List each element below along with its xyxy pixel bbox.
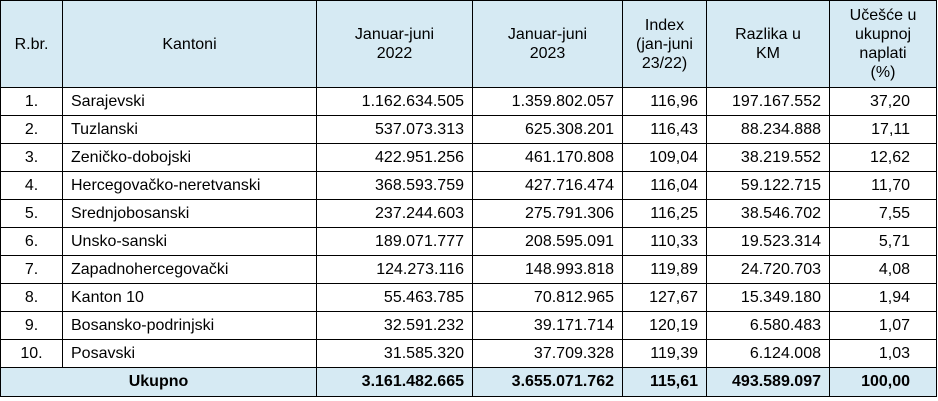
cell-index: 116,43: [622, 115, 707, 144]
cell-index: 120,19: [622, 311, 707, 340]
cell-ucesce: 7,55: [829, 199, 937, 228]
table-row: 7. Zapadnohercegovački 124.273.116 148.9…: [0, 255, 937, 284]
cell-2023: 427.716.474: [472, 171, 623, 200]
cell-index: 116,96: [622, 87, 707, 116]
total-2023: 3.655.071.762: [472, 367, 623, 397]
cell-ucesce: 1,07: [829, 311, 937, 340]
table-row: 5. Srednjobosanski 237.244.603 275.791.3…: [0, 199, 937, 228]
total-ucesce: 100,00: [829, 367, 937, 397]
cell-rbr: 10.: [0, 339, 63, 368]
cell-rbr: 5.: [0, 199, 63, 228]
cell-canton: Unsko-sanski: [62, 227, 317, 256]
table-row: 2. Tuzlanski 537.073.313 625.308.201 116…: [0, 115, 937, 144]
cell-2022: 368.593.759: [316, 171, 473, 200]
table-row: 9. Bosansko-podrinjski 32.591.232 39.171…: [0, 311, 937, 340]
table-row: 4. Hercegovačko-neretvanski 368.593.759 …: [0, 171, 937, 200]
cell-rbr: 4.: [0, 171, 63, 200]
total-row: Ukupno 3.161.482.665 3.655.071.762 115,6…: [0, 367, 937, 397]
cell-index: 127,67: [622, 283, 707, 312]
cell-2022: 537.073.313: [316, 115, 473, 144]
cell-rbr: 1.: [0, 87, 63, 116]
cell-ucesce: 11,70: [829, 171, 937, 200]
table-row: 6. Unsko-sanski 189.071.777 208.595.091 …: [0, 227, 937, 256]
cell-canton: Kanton 10: [62, 283, 317, 312]
cell-2022: 422.951.256: [316, 143, 473, 172]
cell-index: 110,33: [622, 227, 707, 256]
header-jan-2022: Januar-juni 2022: [316, 0, 473, 88]
cell-index: 116,04: [622, 171, 707, 200]
cell-razlika: 197.167.552: [706, 87, 830, 116]
cell-2023: 461.170.808: [472, 143, 623, 172]
cell-rbr: 8.: [0, 283, 63, 312]
header-rbr: R.br.: [0, 0, 63, 88]
cell-razlika: 59.122.715: [706, 171, 830, 200]
header-index: Index (jan-juni 23/22): [622, 0, 707, 88]
table-row: 1. Sarajevski 1.162.634.505 1.359.802.05…: [0, 87, 937, 116]
cell-2023: 70.812.965: [472, 283, 623, 312]
table-row: 3. Zeničko-dobojski 422.951.256 461.170.…: [0, 143, 937, 172]
cell-canton: Zeničko-dobojski: [62, 143, 317, 172]
header-ucesce: Učešće u ukupnoj naplati (%): [829, 0, 937, 88]
table-row: 8. Kanton 10 55.463.785 70.812.965 127,6…: [0, 283, 937, 312]
cell-2022: 31.585.320: [316, 339, 473, 368]
total-label: Ukupno: [0, 367, 317, 397]
cell-ucesce: 1,03: [829, 339, 937, 368]
cell-canton: Sarajevski: [62, 87, 317, 116]
cell-2023: 37.709.328: [472, 339, 623, 368]
cell-razlika: 38.219.552: [706, 143, 830, 172]
cell-2023: 208.595.091: [472, 227, 623, 256]
cell-2022: 237.244.603: [316, 199, 473, 228]
cell-razlika: 38.546.702: [706, 199, 830, 228]
cell-canton: Bosansko-podrinjski: [62, 311, 317, 340]
cell-razlika: 88.234.888: [706, 115, 830, 144]
cell-2022: 189.071.777: [316, 227, 473, 256]
cell-2023: 39.171.714: [472, 311, 623, 340]
cell-razlika: 19.523.314: [706, 227, 830, 256]
cell-ucesce: 37,20: [829, 87, 937, 116]
header-jan-2023: Januar-juni 2023: [472, 0, 623, 88]
cell-canton: Posavski: [62, 339, 317, 368]
cell-2022: 32.591.232: [316, 311, 473, 340]
header-kantoni: Kantoni: [62, 0, 317, 88]
header-razlika: Razlika u KM: [706, 0, 830, 88]
cell-ucesce: 1,94: [829, 283, 937, 312]
cell-rbr: 3.: [0, 143, 63, 172]
cell-razlika: 6.124.008: [706, 339, 830, 368]
cell-razlika: 15.349.180: [706, 283, 830, 312]
cell-razlika: 24.720.703: [706, 255, 830, 284]
cell-ucesce: 12,62: [829, 143, 937, 172]
cell-canton: Srednjobosanski: [62, 199, 317, 228]
cell-2022: 124.273.116: [316, 255, 473, 284]
cell-index: 119,89: [622, 255, 707, 284]
cell-2022: 55.463.785: [316, 283, 473, 312]
total-index: 115,61: [622, 367, 707, 397]
cell-razlika: 6.580.483: [706, 311, 830, 340]
total-razlika: 493.589.097: [706, 367, 830, 397]
cell-2023: 148.993.818: [472, 255, 623, 284]
cell-ucesce: 4,08: [829, 255, 937, 284]
table-row: 10. Posavski 31.585.320 37.709.328 119,3…: [0, 339, 937, 368]
cell-2023: 1.359.802.057: [472, 87, 623, 116]
cell-canton: Hercegovačko-neretvanski: [62, 171, 317, 200]
cell-canton: Zapadnohercegovački: [62, 255, 317, 284]
cell-ucesce: 5,71: [829, 227, 937, 256]
cell-2023: 625.308.201: [472, 115, 623, 144]
cell-rbr: 6.: [0, 227, 63, 256]
cell-index: 119,39: [622, 339, 707, 368]
total-2022: 3.161.482.665: [316, 367, 473, 397]
cell-canton: Tuzlanski: [62, 115, 317, 144]
cell-rbr: 9.: [0, 311, 63, 340]
cell-rbr: 2.: [0, 115, 63, 144]
cell-index: 116,25: [622, 199, 707, 228]
cell-2022: 1.162.634.505: [316, 87, 473, 116]
cell-index: 109,04: [622, 143, 707, 172]
cell-ucesce: 17,11: [829, 115, 937, 144]
cell-2023: 275.791.306: [472, 199, 623, 228]
cell-rbr: 7.: [0, 255, 63, 284]
header-row: R.br. Kantoni Januar-juni 2022 Januar-ju…: [0, 0, 937, 88]
